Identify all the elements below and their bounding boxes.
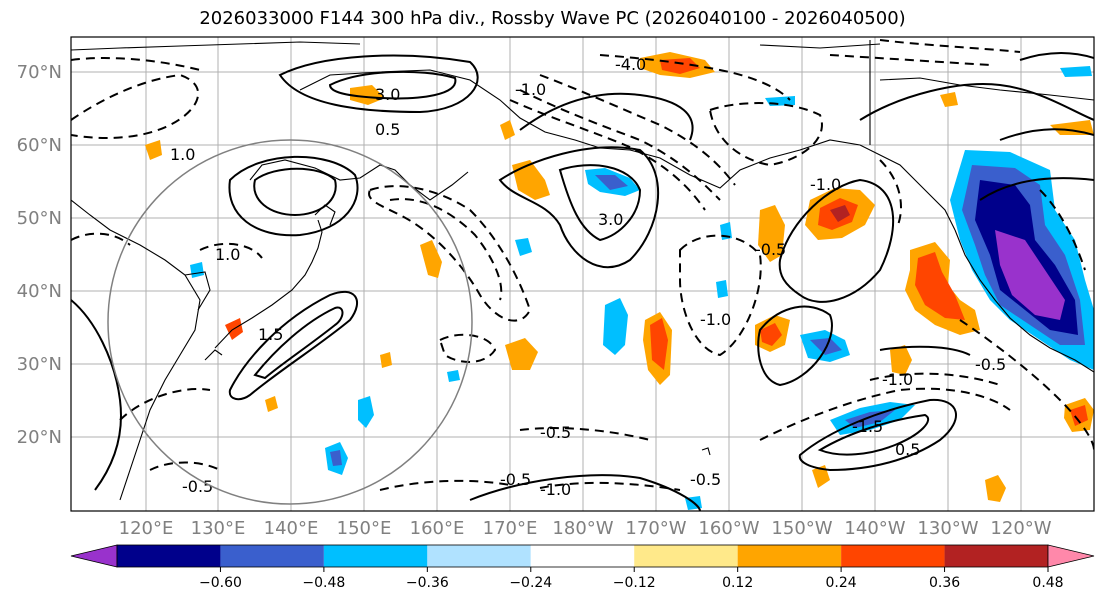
lon-label: 120°E xyxy=(119,518,174,539)
lon-label: 170°E xyxy=(483,518,538,539)
contour-label: 1.0 xyxy=(170,145,195,164)
colorbar-segment xyxy=(634,545,738,567)
colorbar-segments xyxy=(116,544,1049,568)
lat-label: 20°N xyxy=(17,427,62,448)
colorbar-tick-label: 0.12 xyxy=(722,575,753,591)
colorbar-segment xyxy=(737,545,842,567)
contour-label: 0.5 xyxy=(895,440,920,459)
lat-label: 70°N xyxy=(17,62,62,83)
lon-label: 120°W xyxy=(990,518,1051,539)
lon-label: 160°E xyxy=(410,518,465,539)
lon-label: 140°W xyxy=(844,518,905,539)
contour-label: -0.5 xyxy=(500,470,531,489)
colorbar-segment xyxy=(427,545,531,567)
contour-label: -0.5 xyxy=(690,470,721,489)
colorbar-segment xyxy=(220,545,324,567)
contour-label: -0.5 xyxy=(540,423,571,442)
colorbar-extend-low xyxy=(70,544,118,568)
colorbar-tick-label: −0.60 xyxy=(199,575,242,591)
map-title: 2026033000 F144 300 hPa div., Rossby Wav… xyxy=(199,8,906,29)
lat-label: 60°N xyxy=(17,135,62,156)
contour-label: 1.5 xyxy=(258,325,283,344)
map-frame xyxy=(70,36,1095,512)
contour-label: -1.5 xyxy=(852,417,883,436)
colorbar-tick-label: 0.24 xyxy=(826,575,857,591)
lat-label: 50°N xyxy=(17,208,62,229)
contour-lines-negative xyxy=(71,39,1094,491)
coastlines xyxy=(71,40,1094,501)
contour-labels: 3.0 1.0 0.5 -0.5 -1.0 1.5 -0.5 -1.0 -0.5… xyxy=(170,55,1006,499)
lon-label: 140°E xyxy=(264,518,319,539)
contour-lines xyxy=(71,52,1094,511)
lon-label: 130°W xyxy=(917,518,978,539)
colorbar-tick-label: −0.36 xyxy=(406,575,449,591)
colorbar-tick-label: −0.12 xyxy=(613,575,656,591)
colorbar-extend-high xyxy=(1047,544,1095,568)
lon-label: 130°E xyxy=(191,518,246,539)
contour-label: 3.0 xyxy=(375,85,400,104)
contour-label: -1.0 xyxy=(700,310,731,329)
colorbar-tick-label: −0.48 xyxy=(302,575,345,591)
contour-label: -0.5 xyxy=(182,477,213,496)
lon-label: 160°W xyxy=(698,518,759,539)
colorbar-segment xyxy=(944,545,1048,567)
colorbar-segment xyxy=(117,545,221,567)
latitude-labels: 70°N 60°N 50°N 40°N 30°N 20°N xyxy=(17,62,62,448)
lon-label: 150°W xyxy=(771,518,832,539)
contour-label: 0.5 xyxy=(375,120,400,139)
colorbar-segment xyxy=(323,545,428,567)
colorbar-ticks: −0.60 −0.48 −0.36 −0.24 −0.12 0.12 0.24 0.36 0.4… xyxy=(199,567,1064,591)
contour-label: -1.0 xyxy=(515,80,546,99)
colorbar-segment xyxy=(530,545,635,567)
contour-label: -0.5 xyxy=(975,355,1006,374)
colorbar: −0.60 −0.48 −0.36 −0.24 −0.12 0.12 0.24 0.36 0.4… xyxy=(70,544,1095,591)
region-circle xyxy=(107,139,473,505)
lat-label: 30°N xyxy=(17,354,62,375)
colorbar-segment xyxy=(841,545,945,567)
contour-label: 3.0 xyxy=(598,210,623,229)
contour-label: -4.0 xyxy=(615,55,646,74)
contour-label: -0.5 xyxy=(755,240,786,259)
contour-label: 1.0 xyxy=(215,245,240,264)
lon-label: 170°W xyxy=(625,518,686,539)
contour-label: -1.0 xyxy=(810,175,841,194)
lon-label: 150°E xyxy=(337,518,392,539)
colorbar-tick-label: 0.36 xyxy=(929,575,960,591)
contour-label: -1.0 xyxy=(540,480,571,499)
lon-label: 180°W xyxy=(552,518,613,539)
lat-label: 40°N xyxy=(17,281,62,302)
colorbar-tick-label: −0.24 xyxy=(509,575,552,591)
longitude-labels: 120°E 130°E 140°E 150°E 160°E 170°E 180°… xyxy=(119,518,1052,539)
contour-label: -1.0 xyxy=(882,370,913,389)
graticule xyxy=(71,37,1094,511)
colorbar-tick-label: 0.48 xyxy=(1032,575,1063,591)
